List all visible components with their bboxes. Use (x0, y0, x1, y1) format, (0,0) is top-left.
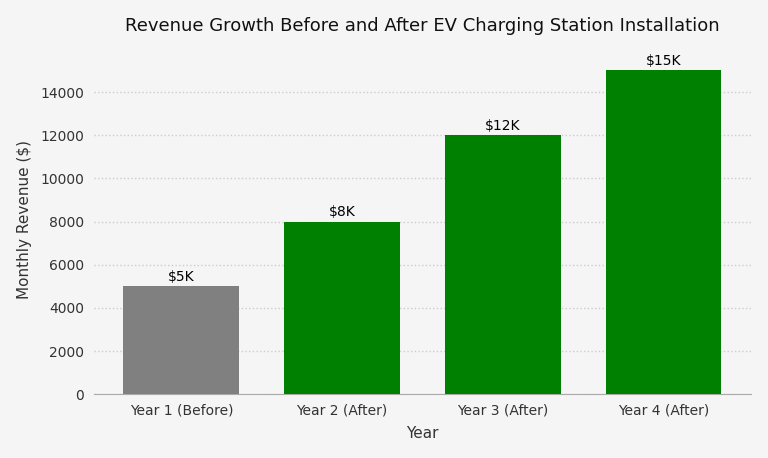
Text: $8K: $8K (329, 205, 356, 219)
X-axis label: Year: Year (406, 426, 439, 442)
Title: Revenue Growth Before and After EV Charging Station Installation: Revenue Growth Before and After EV Charg… (125, 16, 720, 35)
Bar (124, 286, 239, 394)
Y-axis label: Monthly Revenue ($): Monthly Revenue ($) (17, 140, 31, 299)
Bar (445, 135, 561, 394)
Text: $12K: $12K (485, 119, 521, 133)
Text: $5K: $5K (168, 270, 194, 284)
Text: $15K: $15K (646, 54, 681, 68)
Bar (606, 71, 721, 394)
Bar (284, 222, 400, 394)
